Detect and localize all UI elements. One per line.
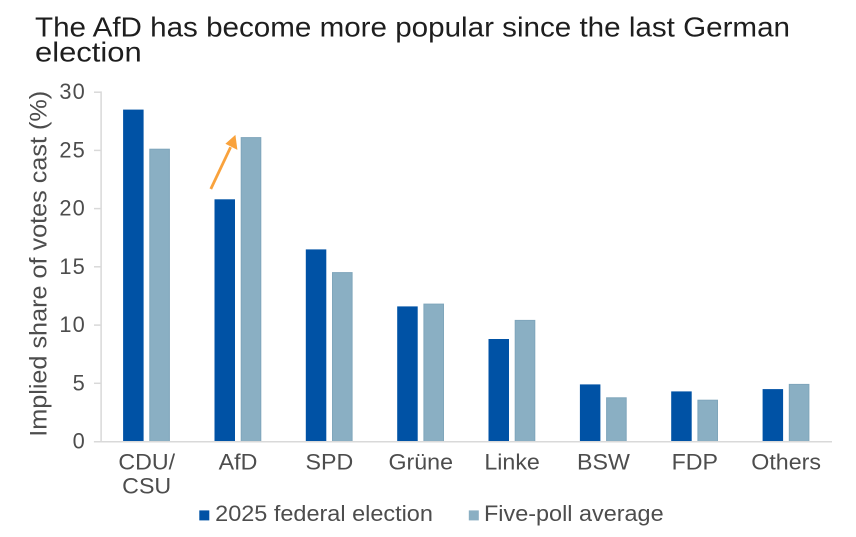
svg-text:election: election — [35, 37, 142, 68]
svg-text:BSW: BSW — [577, 450, 630, 475]
svg-text:SPD: SPD — [306, 450, 354, 475]
svg-text:Others: Others — [751, 450, 821, 475]
svg-text:The AfD has become more popula: The AfD has become more popular since th… — [35, 12, 790, 43]
svg-text:5: 5 — [73, 370, 85, 395]
svg-text:Implied share of votes cast (%: Implied share of votes cast (%) — [25, 91, 52, 437]
svg-text:Five-poll average: Five-poll average — [484, 501, 664, 526]
svg-text:2025 federal election: 2025 federal election — [215, 501, 433, 526]
svg-text:Linke: Linke — [484, 450, 540, 475]
svg-text:AfD: AfD — [219, 450, 258, 475]
svg-text:0: 0 — [73, 429, 85, 454]
svg-text:25: 25 — [59, 137, 84, 162]
svg-text:10: 10 — [59, 312, 84, 337]
svg-text:30: 30 — [59, 79, 84, 104]
svg-text:15: 15 — [59, 254, 84, 279]
svg-text:CSU: CSU — [122, 474, 171, 499]
svg-text:20: 20 — [59, 196, 84, 221]
svg-text:Grüne: Grüne — [389, 450, 454, 475]
svg-text:CDU/: CDU/ — [118, 450, 176, 475]
svg-text:FDP: FDP — [672, 450, 718, 475]
